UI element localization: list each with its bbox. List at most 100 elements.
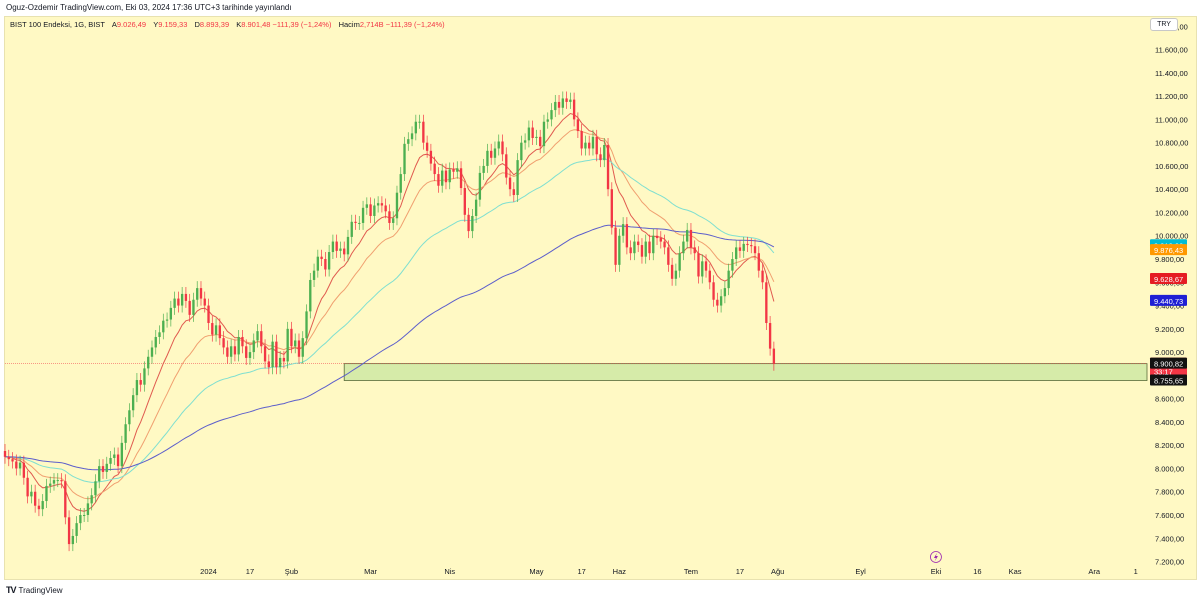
candle-body — [520, 142, 523, 161]
candle-body — [557, 101, 561, 108]
candle-body — [37, 505, 41, 510]
candle-body — [335, 241, 338, 251]
candle-body — [738, 247, 742, 251]
legend-low-label: D — [194, 20, 200, 29]
candle-body — [772, 348, 776, 364]
candle-body — [508, 177, 512, 190]
candle-body — [572, 99, 576, 120]
candle-body — [67, 517, 71, 545]
candle-body — [312, 270, 316, 280]
ema-200-line — [4, 224, 775, 471]
candle-body — [516, 160, 519, 196]
candle-body — [659, 238, 662, 242]
candle-body — [101, 466, 105, 472]
candle-body — [618, 235, 621, 265]
candle-body — [501, 141, 504, 155]
candle-body — [346, 236, 350, 255]
y-axis-tick-label: 10.400,00 — [1155, 185, 1188, 194]
candle-body — [422, 121, 425, 143]
candle-body — [723, 288, 727, 297]
candle-body — [75, 523, 78, 536]
candle-body — [158, 332, 161, 337]
candle-body — [22, 462, 26, 478]
support-zone — [343, 363, 1148, 381]
candle-body — [241, 336, 244, 347]
x-axis-tick-label: May — [529, 567, 543, 576]
candle-body — [147, 356, 150, 369]
chart-area[interactable] — [4, 16, 1197, 580]
candle-body — [531, 127, 534, 139]
candle-body — [180, 293, 184, 306]
candle-body — [561, 98, 564, 108]
candle-body — [290, 328, 293, 347]
x-axis-tick-label: Nis — [444, 567, 455, 576]
y-axis-tick-label: 8.600,00 — [1155, 395, 1184, 404]
ema-mid-line — [4, 129, 775, 500]
candle-body — [384, 205, 387, 212]
candle-body — [33, 491, 37, 506]
candle-body — [459, 168, 463, 189]
candle-body — [388, 211, 391, 223]
candle-body — [512, 189, 515, 196]
legend-open-value: 9.026,49 — [116, 20, 147, 29]
candle-body — [233, 346, 237, 355]
candle-body — [606, 144, 610, 190]
candle-body — [143, 368, 146, 385]
candle-body — [425, 142, 429, 151]
y-axis-tick-label: 10.000,00 — [1155, 232, 1188, 241]
candle-body — [162, 320, 165, 333]
footer-brand: TradingView — [18, 585, 63, 595]
y-axis-tick-label: 11.400,00 — [1155, 69, 1188, 78]
candle-body — [365, 204, 368, 208]
candle-body — [580, 131, 583, 149]
candle-body — [86, 503, 90, 516]
candle-body — [395, 192, 399, 219]
candle-body — [505, 154, 508, 178]
candle-body — [539, 136, 542, 147]
candle-body — [463, 188, 466, 215]
candle-body — [550, 110, 553, 120]
candle-body — [207, 305, 210, 324]
candle-body — [173, 298, 176, 308]
candle-body — [448, 169, 451, 183]
legend-volume-change: −111,39 (−1,24%) — [385, 20, 445, 29]
candle-body — [109, 457, 112, 464]
x-axis-tick-label: Ara — [1088, 567, 1101, 576]
candle-body — [535, 136, 538, 139]
candle-body — [199, 288, 203, 299]
ema-short-line — [4, 112, 775, 512]
candle-body — [361, 207, 365, 223]
candle-body — [316, 256, 319, 271]
legend-high-value: 9.159,33 — [158, 20, 188, 29]
y-axis-tick-label: 8.200,00 — [1155, 441, 1184, 450]
candle-body — [120, 442, 124, 467]
candle-body — [765, 282, 768, 324]
candle-body — [716, 299, 719, 306]
candle-body — [704, 261, 708, 271]
y-axis-tick-label: 7.400,00 — [1155, 534, 1184, 543]
candle-body — [373, 205, 376, 216]
candle-body — [294, 340, 297, 347]
candle-body — [324, 259, 327, 270]
candle-body — [49, 483, 52, 486]
candle-body — [719, 296, 723, 306]
currency-button[interactable]: TRY — [1150, 18, 1178, 31]
candle-body — [689, 229, 693, 248]
candle-body — [15, 461, 18, 469]
candle-body — [128, 410, 131, 425]
candle-body — [652, 235, 655, 254]
candle-body — [712, 282, 715, 300]
x-axis-tick-label: Mar — [364, 567, 377, 576]
candle-body — [569, 99, 572, 102]
candle-body — [523, 140, 527, 143]
candle-body — [3, 451, 7, 457]
candle-body — [82, 515, 86, 517]
candle-body — [407, 139, 410, 144]
lightning-icon-glyph — [933, 553, 938, 561]
candle-body — [429, 150, 433, 164]
candle-body — [339, 248, 342, 251]
chart-legend: BIST 100 Endeksi, 1G, BIST A9.026,49 Y9.… — [10, 20, 445, 29]
ema-price-label: 9.440,73 — [1154, 297, 1183, 306]
candle-body — [211, 323, 214, 335]
